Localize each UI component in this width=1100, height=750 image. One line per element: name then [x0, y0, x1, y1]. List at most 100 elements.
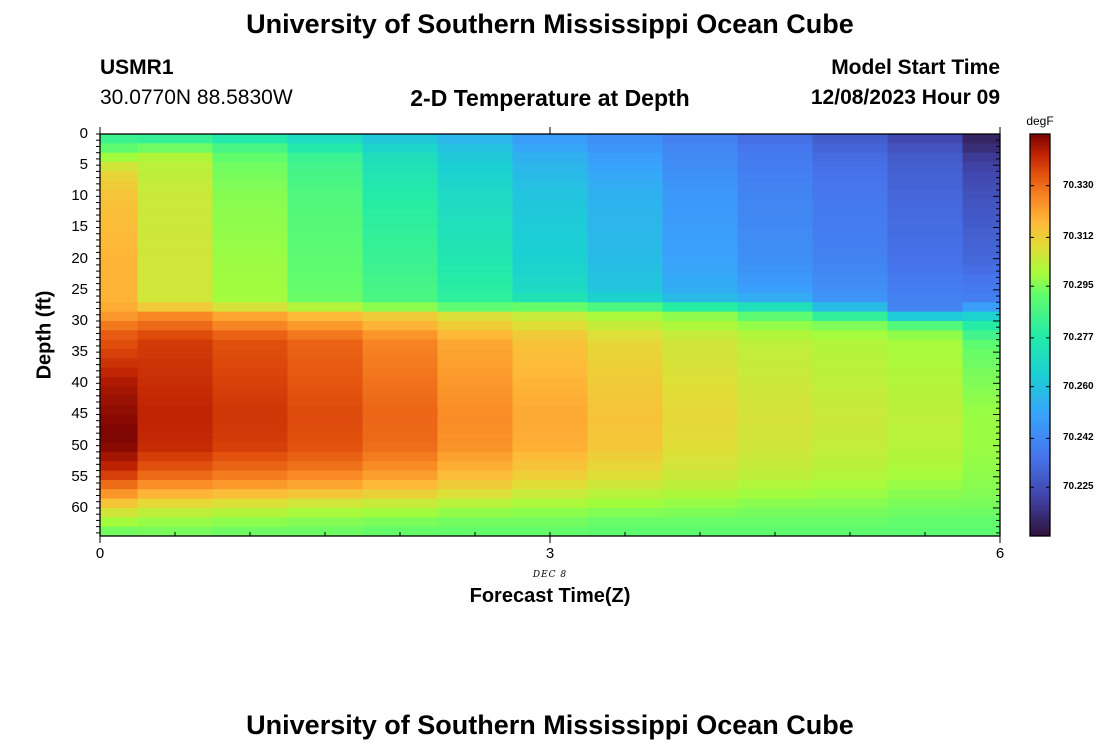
heatmap-cell — [587, 180, 663, 191]
heatmap-cell — [362, 236, 438, 247]
heatmap-cell — [100, 349, 138, 359]
colorbar-tick-label: 70.277 — [1063, 331, 1094, 343]
heatmap-cell — [437, 180, 513, 191]
heatmap-cell — [287, 180, 363, 191]
heatmap-cell — [737, 236, 813, 247]
heatmap-cell — [100, 414, 138, 425]
heatmap-cell — [587, 423, 663, 434]
heatmap-cell — [887, 208, 963, 219]
heatmap-cell — [212, 292, 288, 303]
heatmap-cell — [812, 199, 888, 210]
heatmap-cell — [737, 451, 813, 462]
heatmap-cell — [587, 507, 663, 518]
axis-layer — [96, 127, 1001, 543]
heatmap-cell — [587, 171, 663, 182]
heatmap-cell — [287, 526, 363, 536]
heatmap-cell — [812, 395, 888, 406]
heatmap-cell — [287, 152, 363, 163]
heatmap-cell — [962, 171, 1000, 182]
heatmap-cell — [662, 489, 738, 500]
heatmap-cell — [100, 479, 138, 490]
heatmap-cell — [737, 377, 813, 387]
heatmap-cell — [437, 358, 513, 369]
heatmap-cell — [512, 320, 588, 331]
heatmap-cell — [587, 451, 663, 462]
heatmap-cell — [812, 414, 888, 425]
heatmap-cell — [437, 377, 513, 387]
heatmap-cell — [512, 461, 588, 472]
heatmap-cell — [212, 423, 288, 434]
heatmap-cell — [287, 377, 363, 387]
heatmap-cell — [212, 208, 288, 219]
colorbar-tick-label: 70.312 — [1063, 231, 1094, 243]
heatmap-cell — [212, 377, 288, 387]
heatmap-cell — [887, 330, 963, 341]
heatmap-cell — [737, 367, 813, 378]
heatmap-cell — [662, 236, 738, 247]
heatmap-cell — [137, 517, 213, 528]
heatmap-cell — [962, 358, 1000, 369]
heatmap-cell — [962, 190, 1000, 200]
heatmap-cell — [437, 143, 513, 154]
heatmap-cell — [587, 283, 663, 294]
heatmap-cell — [100, 283, 138, 294]
heatmap-cell — [587, 405, 663, 415]
heatmap-cell — [962, 320, 1000, 331]
colorbar — [1029, 133, 1051, 537]
heatmap-cell — [137, 190, 213, 200]
heatmap-cell — [587, 395, 663, 406]
heatmap-cell — [287, 442, 363, 453]
heatmap-cell — [512, 274, 588, 285]
station-id: USMR1 — [100, 56, 174, 79]
heatmap-cell — [137, 162, 213, 172]
heatmap-cell — [437, 330, 513, 341]
heatmap-cell — [662, 143, 738, 154]
heatmap-cell — [100, 461, 138, 472]
heatmap-cell — [437, 339, 513, 350]
heatmap-cell — [962, 405, 1000, 415]
heatmap-cell — [512, 302, 588, 313]
heatmap-cell — [587, 433, 663, 444]
heatmap-cell — [287, 433, 363, 444]
heatmap-cell — [212, 395, 288, 406]
heatmap-cell — [212, 236, 288, 247]
heatmap-cell — [587, 218, 663, 228]
heatmap-cell — [812, 236, 888, 247]
heatmap-cell — [587, 320, 663, 331]
heatmap-cell — [887, 395, 963, 406]
heatmap-cell — [737, 171, 813, 182]
heatmap-cell — [662, 395, 738, 406]
heatmap-cell — [100, 180, 138, 191]
heatmap-cell — [812, 292, 888, 303]
model-start-time: 12/08/2023 Hour 09 — [810, 86, 1000, 109]
y-tick-label: 5 — [79, 156, 88, 174]
colorbar-bar — [1029, 133, 1051, 537]
heatmap-cell — [137, 405, 213, 415]
heatmap-cell — [212, 311, 288, 322]
heatmap-cell — [137, 386, 213, 397]
heatmap-cell — [812, 227, 888, 238]
heatmap-cell — [137, 498, 213, 509]
heatmap-cell — [887, 377, 963, 387]
heatmap-cell — [137, 274, 213, 285]
heatmap-cell — [812, 349, 888, 359]
heatmap-cell — [812, 386, 888, 397]
heatmap-cell — [887, 479, 963, 490]
heatmap-cell — [812, 489, 888, 500]
heatmap-cell — [512, 349, 588, 359]
heatmap-cell — [212, 320, 288, 331]
heatmap-cell — [887, 423, 963, 434]
heatmap-cell — [137, 152, 213, 163]
heatmap-cell — [362, 190, 438, 200]
heatmap-cell — [812, 264, 888, 275]
heatmap-cell — [737, 143, 813, 154]
heatmap-cell — [137, 292, 213, 303]
heatmap-cell — [737, 264, 813, 275]
heatmap-cell — [812, 526, 888, 536]
heatmap-cell — [437, 152, 513, 163]
heatmap-cell — [100, 423, 138, 434]
heatmap-cell — [887, 517, 963, 528]
heatmap-cell — [887, 358, 963, 369]
heatmap-cell — [737, 479, 813, 490]
chart-title: 2-D Temperature at Depth — [410, 85, 690, 111]
